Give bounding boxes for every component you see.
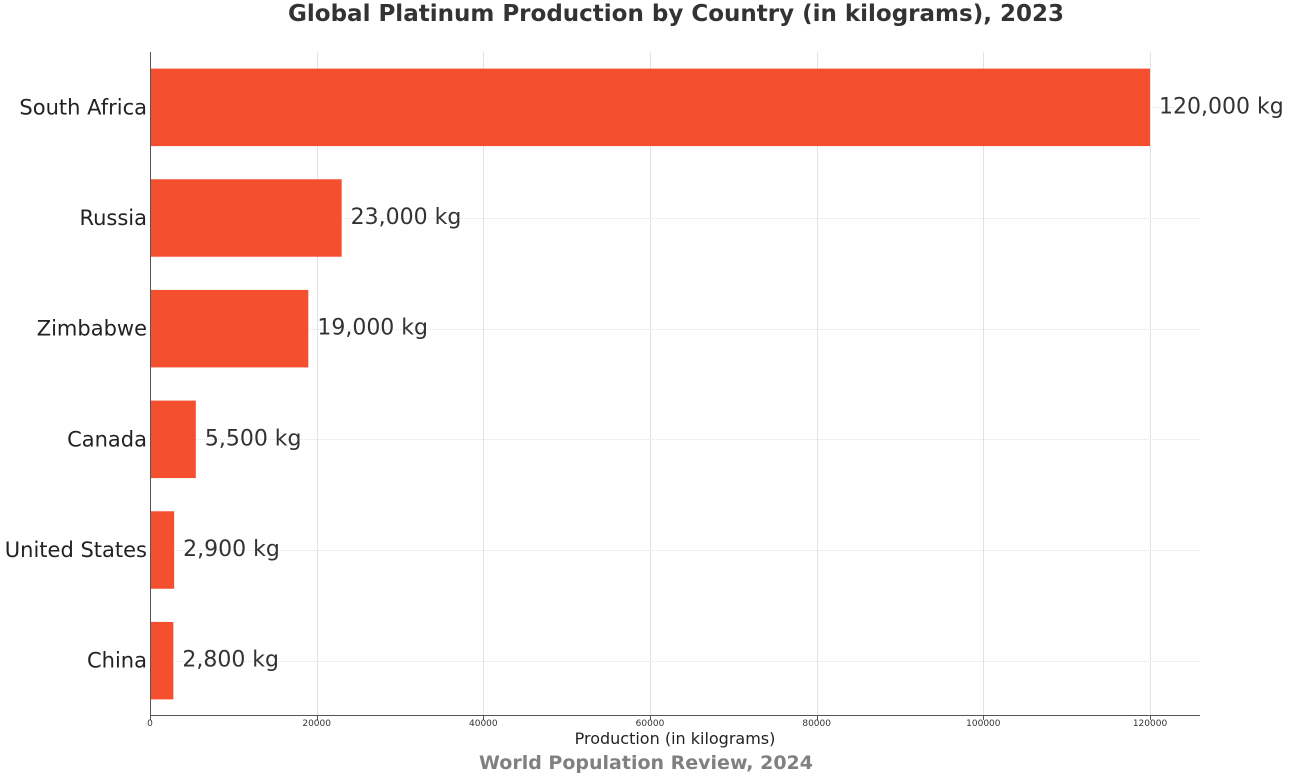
bars bbox=[150, 68, 1150, 700]
bar bbox=[150, 621, 174, 700]
x-tick-label: 0 bbox=[147, 719, 153, 729]
category-label: Zimbabwe bbox=[37, 317, 147, 341]
category-label: South Africa bbox=[19, 95, 147, 119]
category-label: Russia bbox=[79, 206, 147, 230]
bar bbox=[150, 289, 309, 368]
bar bbox=[150, 400, 196, 479]
category-label: United States bbox=[5, 538, 147, 562]
value-label: 120,000 kg bbox=[1159, 94, 1284, 119]
value-label: 23,000 kg bbox=[351, 205, 462, 230]
source-note: World Population Review, 2024 bbox=[478, 752, 813, 774]
x-tick-label: 100000 bbox=[966, 719, 1001, 729]
bar bbox=[150, 179, 342, 257]
bar bbox=[150, 68, 1150, 147]
x-tick-label: 80000 bbox=[802, 719, 831, 729]
value-label: 5,500 kg bbox=[205, 426, 302, 451]
category-label: Canada bbox=[67, 427, 147, 451]
grid-lines bbox=[150, 52, 1200, 720]
labels: 0 20000 40000 60000 80000 100000 120000 South A… bbox=[5, 94, 1284, 729]
bar bbox=[150, 511, 175, 589]
axes bbox=[150, 52, 1200, 716]
x-axis-label: Production (in kilograms) bbox=[575, 729, 776, 748]
value-label: 2,800 kg bbox=[182, 648, 279, 673]
x-tick-label: 120000 bbox=[1133, 719, 1168, 729]
value-label: 2,900 kg bbox=[183, 537, 280, 562]
chart-title: Global Platinum Production by Country (i… bbox=[288, 1, 1064, 27]
x-tick-label: 60000 bbox=[636, 719, 665, 729]
x-tick-label: 20000 bbox=[302, 719, 331, 729]
x-tick-label: 40000 bbox=[469, 719, 498, 729]
value-label: 19,000 kg bbox=[317, 316, 428, 341]
category-label: China bbox=[87, 649, 147, 673]
